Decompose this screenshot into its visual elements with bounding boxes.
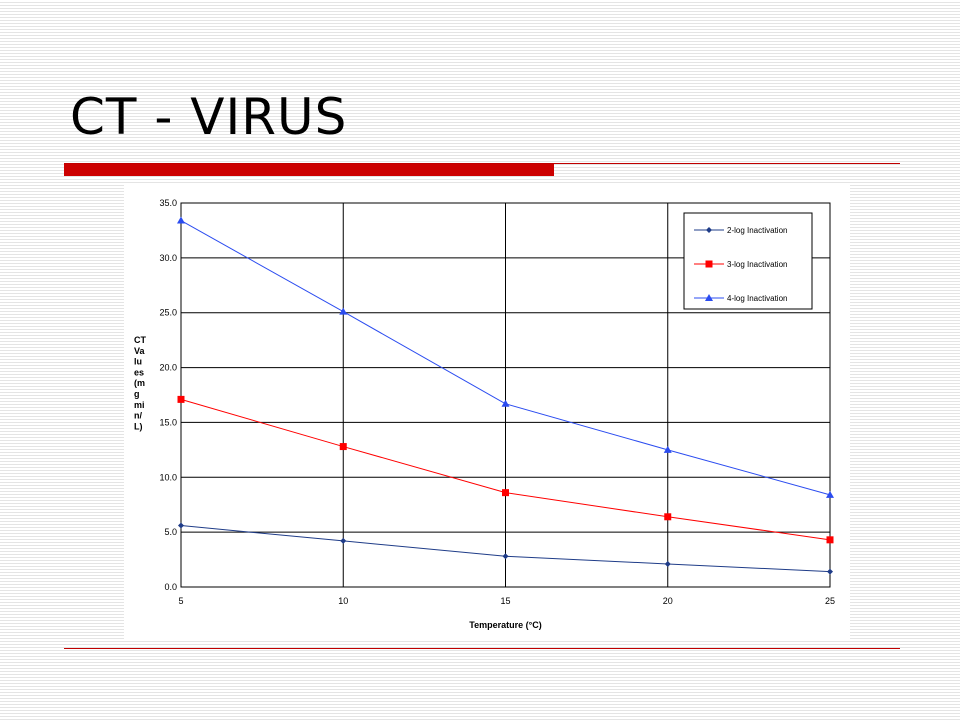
data-point — [664, 513, 672, 521]
y-axis-title-line: mi — [134, 400, 145, 410]
data-point — [339, 307, 348, 315]
data-point — [339, 443, 347, 451]
chart-container: 0.0 5.0 10.0 15.0 20.0 25.0 30.0 35.0 5 10 15 20 25 T… — [124, 183, 850, 641]
data-point — [502, 489, 509, 497]
slide-title: CT - VIRUS — [70, 88, 348, 146]
footer-divider — [64, 648, 900, 649]
data-point — [177, 216, 185, 224]
x-tick-label: 20 — [663, 596, 673, 606]
data-point — [827, 568, 833, 575]
y-axis-title-line: g — [134, 389, 140, 399]
x-axis-title: Temperature (°C) — [469, 620, 541, 630]
legend-label: 2-log Inactivation — [727, 226, 787, 235]
y-tick-label: 35.0 — [159, 198, 177, 208]
data-point — [664, 560, 671, 567]
data-point — [178, 522, 184, 529]
data-point — [502, 553, 509, 560]
legend-label: 4-log Inactivation — [727, 294, 787, 303]
y-tick-label: 10.0 — [159, 472, 177, 482]
y-tick-label: 20.0 — [159, 363, 177, 373]
y-tick-label: 25.0 — [159, 308, 177, 318]
plot-frame — [180, 202, 831, 588]
y-axis-title-line: Va — [134, 346, 146, 356]
y-axis-title-line: es — [134, 367, 144, 377]
title-divider-thick — [64, 164, 554, 176]
y-tick-label: 30.0 — [159, 253, 177, 263]
x-tick-label: 15 — [500, 596, 510, 606]
title-divider-thin — [64, 163, 900, 164]
ct-line-chart: 0.0 5.0 10.0 15.0 20.0 25.0 30.0 35.0 5 10 15 20 25 T… — [134, 198, 835, 630]
legend-label: 3-log Inactivation — [727, 260, 787, 269]
y-axis-title-line: (m — [134, 378, 145, 388]
data-point — [177, 395, 185, 403]
y-tick-label: 0.0 — [164, 582, 177, 592]
legend-box — [683, 212, 813, 310]
x-tick-label: 25 — [825, 596, 835, 606]
y-tick-label: 15.0 — [159, 417, 177, 427]
y-axis-title-line: lu — [134, 357, 142, 367]
y-axis-title-line: n/ — [134, 411, 142, 421]
data-point — [663, 445, 672, 453]
x-tick-label: 5 — [178, 596, 183, 606]
data-point — [340, 537, 347, 544]
y-axis-title-line: L) — [134, 421, 143, 431]
x-tick-label: 10 — [338, 596, 348, 606]
legend-swatch-marker — [705, 294, 713, 301]
data-point — [501, 399, 510, 407]
legend-swatch-marker — [705, 260, 713, 268]
y-axis-title-line: CT — [134, 335, 146, 345]
data-point — [826, 490, 834, 498]
data-point — [826, 536, 834, 544]
legend-swatch-marker — [706, 227, 712, 233]
y-tick-label: 5.0 — [164, 527, 177, 537]
